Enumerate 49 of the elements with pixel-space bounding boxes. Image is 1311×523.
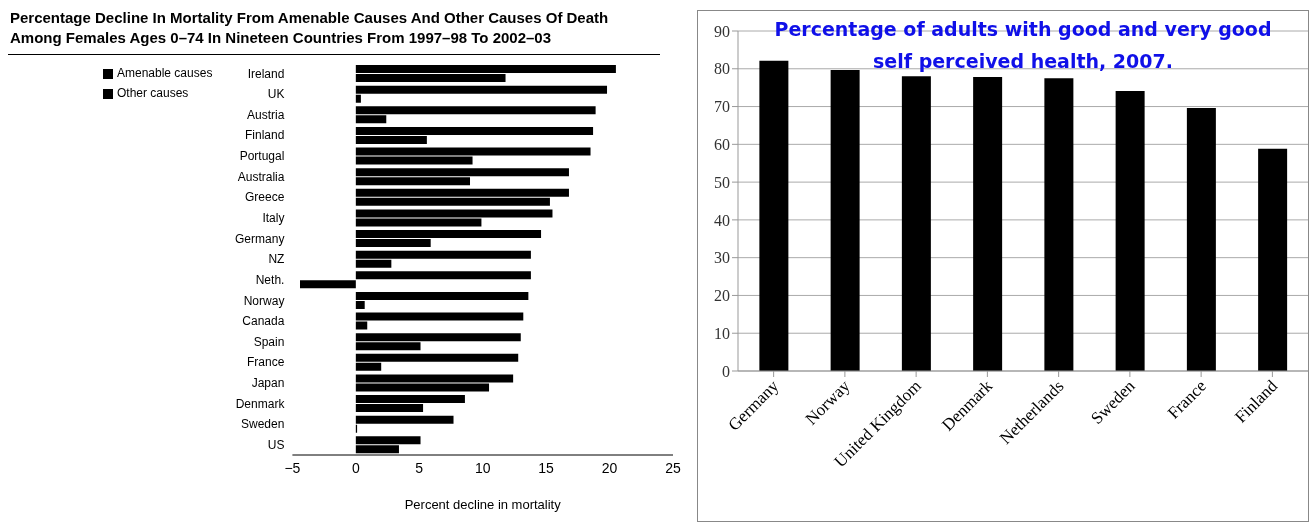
y-tick-label: Japan xyxy=(251,376,285,391)
y-tick-label: 70 xyxy=(714,98,730,116)
y-tick-label: Greece xyxy=(245,190,285,205)
bar xyxy=(300,280,356,289)
y-tick-label: France xyxy=(247,355,285,370)
y-tick-label: Italy xyxy=(262,211,285,225)
y-tick-label: Finland xyxy=(245,128,285,143)
legend-label: Amenable causes xyxy=(117,66,213,80)
y-tick-label: 0 xyxy=(722,362,730,380)
chart-title: Percentage of adults with good and very good self perceived health, 2007. xyxy=(773,17,1273,74)
y-tick-label: 50 xyxy=(714,173,730,191)
y-tick-label: 30 xyxy=(714,249,730,267)
bar xyxy=(1115,91,1145,371)
y-tick-label: 10 xyxy=(714,324,730,342)
y-tick-label: Canada xyxy=(242,314,285,329)
y-tick-label: 60 xyxy=(714,136,730,154)
x-tick-label: 15 xyxy=(538,459,555,476)
x-tick-label: 10 xyxy=(474,459,491,476)
y-tick-label: NZ xyxy=(268,252,285,267)
y-tick-label: 20 xyxy=(714,287,730,305)
x-tick-label: 0 xyxy=(351,459,360,476)
x-tick-label: 5 xyxy=(415,459,424,476)
bar xyxy=(1186,108,1216,371)
x-tick-label: −5 xyxy=(284,459,301,476)
y-tick-label: Germany xyxy=(235,231,285,246)
x-tick-label: 20 xyxy=(601,459,618,476)
y-tick-label: Portugal xyxy=(239,149,285,164)
x-axis-title: Percent decline in mortality xyxy=(404,497,562,512)
y-tick-label: 90 xyxy=(714,22,730,40)
y-tick-label: Australia xyxy=(237,169,285,184)
bar xyxy=(355,271,531,280)
bar xyxy=(1044,78,1074,371)
bar xyxy=(1258,148,1288,371)
y-tick-label: Neth. xyxy=(255,272,285,287)
bar xyxy=(759,60,789,371)
y-tick-label: Ireland xyxy=(247,66,285,81)
x-tick-label: 25 xyxy=(665,459,681,476)
y-tick-label: 80 xyxy=(714,60,730,78)
legend-label: Other causes xyxy=(117,86,189,100)
bar xyxy=(901,76,931,371)
bar xyxy=(830,69,860,371)
y-tick-label: Austria xyxy=(247,107,285,122)
chart-title: Percentage Decline In Mortality From Amenable Causes And Other Causes Of Death Among Females Ages 0–74 In Nineteen Countries From 1997–98 To 2002–03 xyxy=(8,8,660,55)
y-tick-label: Norway xyxy=(243,293,285,308)
y-tick-label: UK xyxy=(267,87,285,102)
bar xyxy=(973,77,1003,371)
y-tick-label: Spain xyxy=(253,334,285,349)
y-tick-label: 40 xyxy=(714,211,730,229)
y-tick-label: US xyxy=(267,437,285,452)
